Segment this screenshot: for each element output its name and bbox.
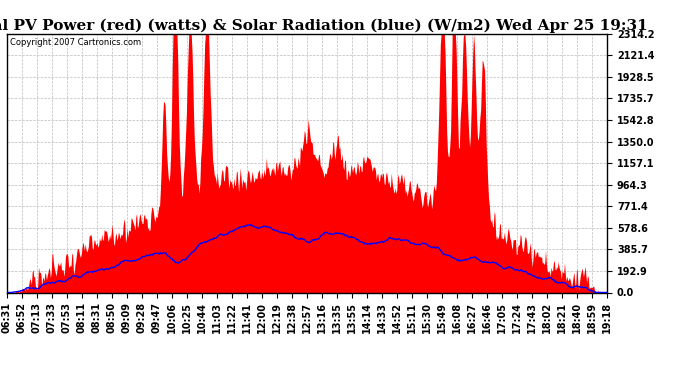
Title: Total PV Power (red) (watts) & Solar Radiation (blue) (W/m2) Wed Apr 25 19:31: Total PV Power (red) (watts) & Solar Rad…	[0, 18, 648, 33]
Text: Copyright 2007 Cartronics.com: Copyright 2007 Cartronics.com	[10, 38, 141, 46]
